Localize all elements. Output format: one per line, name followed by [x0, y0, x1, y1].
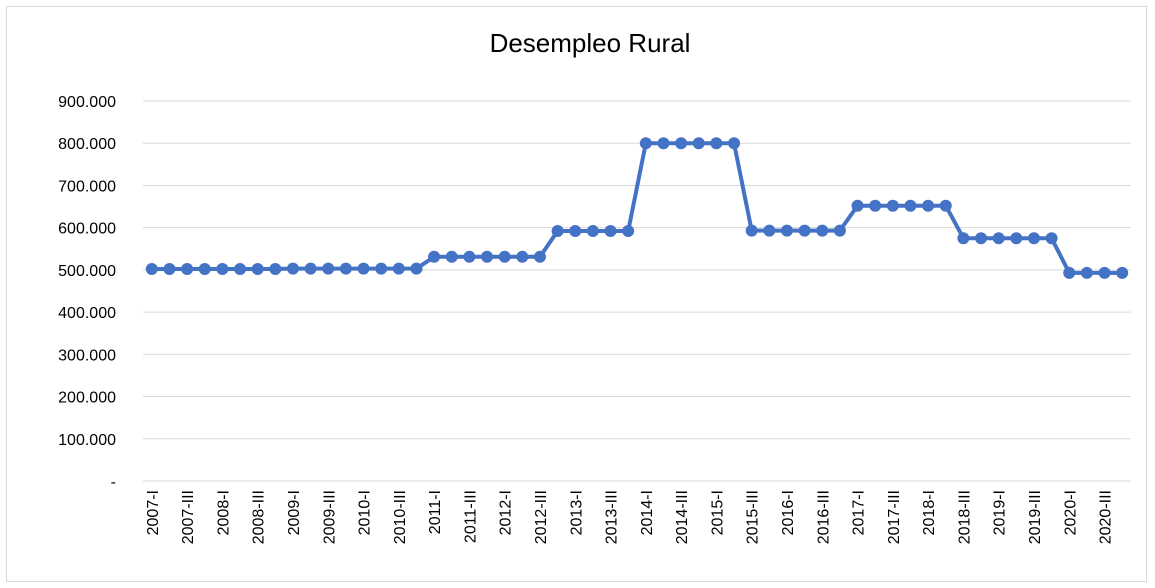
- data-point: [869, 199, 882, 212]
- x-tick-label: 2009-III: [321, 490, 338, 544]
- data-point: [163, 263, 176, 276]
- x-tick-label: 2018-I: [921, 490, 938, 535]
- data-point: [1080, 266, 1093, 279]
- data-point: [445, 250, 458, 263]
- x-tick-label: 2009-I: [286, 490, 303, 535]
- data-point: [339, 262, 352, 275]
- x-tick-label: 2017-III: [886, 490, 903, 544]
- x-tick-label: 2010-III: [392, 490, 409, 544]
- chart-border: [6, 6, 1147, 582]
- data-point: [1027, 232, 1040, 245]
- x-tick-label: 2014-III: [674, 490, 691, 544]
- data-point: [1010, 232, 1023, 245]
- y-tick-label: 500.000: [58, 263, 116, 280]
- data-point: [780, 224, 793, 237]
- x-tick-label: 2020-III: [1098, 490, 1115, 544]
- data-point: [745, 224, 758, 237]
- y-tick-label: 200.000: [58, 390, 116, 407]
- x-tick-label: 2020-I: [1062, 490, 1079, 535]
- x-tick-label: 2012-III: [533, 490, 550, 544]
- x-tick-label: 2017-I: [851, 490, 868, 535]
- data-point: [1116, 266, 1129, 279]
- data-point: [569, 225, 582, 238]
- x-tick-label: 2008-I: [215, 490, 232, 535]
- data-point: [622, 225, 635, 238]
- data-point: [304, 262, 317, 275]
- y-tick-label: 300.000: [58, 347, 116, 364]
- data-point: [728, 137, 741, 150]
- data-point: [269, 263, 282, 276]
- data-point: [551, 225, 564, 238]
- x-tick-label: 2015-I: [709, 490, 726, 535]
- data-point: [922, 199, 935, 212]
- data-point: [375, 262, 388, 275]
- x-tick-label: 2016-III: [815, 490, 832, 544]
- chart-title: Desempleo Rural: [490, 28, 691, 58]
- y-tick-label: 900.000: [58, 94, 116, 111]
- data-point: [198, 263, 211, 276]
- y-tick-label: -: [111, 474, 116, 491]
- data-point: [1063, 266, 1076, 279]
- data-point: [939, 199, 952, 212]
- x-tick-label: 2015-III: [745, 490, 762, 544]
- x-tick-label: 2013-III: [604, 490, 621, 544]
- data-point: [798, 224, 811, 237]
- data-point: [498, 250, 511, 263]
- data-point: [675, 137, 688, 150]
- x-tick-label: 2019-I: [992, 490, 1009, 535]
- data-point: [234, 263, 247, 276]
- data-point: [904, 199, 917, 212]
- data-point: [286, 262, 299, 275]
- data-point: [322, 262, 335, 275]
- x-tick-label: 2010-I: [357, 490, 374, 535]
- data-point: [463, 250, 476, 263]
- data-point: [428, 250, 441, 263]
- x-tick-label: 2007-III: [180, 490, 197, 544]
- x-tick-label: 2018-III: [956, 490, 973, 544]
- data-point: [957, 232, 970, 245]
- data-point: [410, 262, 423, 275]
- data-point: [816, 224, 829, 237]
- data-point: [145, 263, 158, 276]
- data-point: [533, 250, 546, 263]
- data-point: [216, 263, 229, 276]
- y-tick-label: 700.000: [58, 178, 116, 195]
- data-point: [886, 199, 899, 212]
- data-point: [975, 232, 988, 245]
- data-point: [710, 137, 723, 150]
- x-tick-label: 2014-I: [639, 490, 656, 535]
- data-point: [1045, 232, 1058, 245]
- y-tick-label: 400.000: [58, 305, 116, 322]
- x-tick-label: 2013-I: [568, 490, 585, 535]
- data-point: [481, 250, 494, 263]
- x-tick-label: 2011-III: [462, 490, 479, 543]
- data-point: [1098, 266, 1111, 279]
- x-tick-label: 2016-I: [780, 490, 797, 535]
- x-tick-label: 2007-I: [145, 490, 162, 535]
- x-tick-label: 2008-III: [251, 490, 268, 544]
- data-point: [851, 199, 864, 212]
- data-point: [604, 225, 617, 238]
- data-point: [181, 263, 194, 276]
- data-point: [392, 262, 405, 275]
- data-point: [763, 224, 776, 237]
- x-tick-label: 2011-I: [427, 490, 444, 534]
- data-point: [357, 262, 370, 275]
- x-tick-label: 2019-III: [1027, 490, 1044, 544]
- x-tick-label: 2012-I: [498, 490, 515, 535]
- y-tick-label: 800.000: [58, 136, 116, 153]
- y-tick-label: 100.000: [58, 432, 116, 449]
- data-point: [639, 137, 652, 150]
- data-point: [657, 137, 670, 150]
- y-tick-label: 600.000: [58, 221, 116, 238]
- data-point: [992, 232, 1005, 245]
- data-point: [833, 224, 846, 237]
- data-point: [251, 263, 264, 276]
- data-point: [586, 225, 599, 238]
- data-point: [516, 250, 529, 263]
- data-point: [692, 137, 705, 150]
